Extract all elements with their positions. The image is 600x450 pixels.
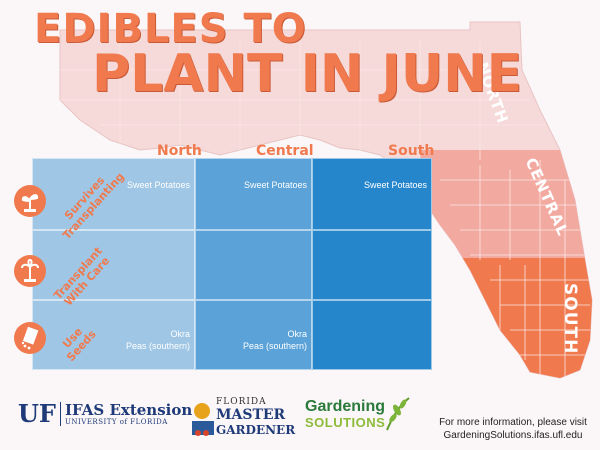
table-cell — [312, 230, 432, 300]
table-cell: Sweet Potatoes — [312, 158, 432, 230]
master-gardener-logo: FLORIDA MASTER GARDENER — [190, 395, 295, 439]
gardening-solutions-logo: Gardening SOLUTIONS — [305, 397, 410, 431]
uf-mark: UF — [18, 399, 56, 428]
mg-line-2: MASTER — [216, 407, 286, 423]
seed-packet-icon — [14, 322, 46, 354]
table-cell — [195, 230, 312, 300]
gs-line-2: SOLUTIONS — [305, 415, 386, 430]
leaf-icon — [386, 397, 410, 431]
mg-line-1: FLORIDA — [216, 397, 267, 407]
map-label-south: SOUTH — [560, 283, 580, 355]
gs-line-1: Gardening — [305, 398, 386, 415]
table-cell — [312, 300, 432, 370]
cell-text: Sweet Potatoes — [126, 180, 190, 190]
table-cell: Okra Peas (southern) — [195, 300, 312, 370]
table-cell: Okra Peas (southern) — [32, 300, 195, 370]
info-line-1: For more information, please visit — [439, 417, 587, 428]
uf-ifas-logo: UF IFAS Extension UNIVERSITY of FLORIDA — [18, 402, 192, 426]
cell-text: Sweet Potatoes — [363, 180, 427, 190]
table-cell: Sweet Potatoes — [32, 158, 195, 230]
cell-text: Okra Peas (southern) — [125, 329, 190, 351]
title-line-1: EDIBLES TO — [34, 6, 307, 52]
cell-text: Okra Peas (southern) — [242, 329, 307, 351]
column-header-central: Central — [256, 143, 314, 159]
table-cell: Sweet Potatoes — [195, 158, 312, 230]
column-header-south: South — [388, 143, 435, 159]
more-info-text: For more information, please visit Garde… — [428, 416, 598, 442]
title-line-2: PLANT IN JUNE — [92, 44, 523, 104]
mg-line-3: GARDENER — [216, 423, 296, 437]
ifas-extension-text: IFAS Extension — [64, 401, 193, 419]
palm-tree-icon — [14, 255, 46, 287]
sun-flower-icon — [192, 403, 214, 436]
column-header-north: North — [157, 143, 202, 159]
sprout-icon — [14, 185, 46, 217]
cell-text: Sweet Potatoes — [243, 180, 307, 190]
university-text: UNIVERSITY of FLORIDA — [64, 418, 168, 426]
info-link[interactable]: GardeningSolutions.ifas.ufl.edu — [443, 430, 583, 441]
planting-table: Sweet Potatoes Sweet Potatoes Sweet Pota… — [32, 158, 432, 370]
